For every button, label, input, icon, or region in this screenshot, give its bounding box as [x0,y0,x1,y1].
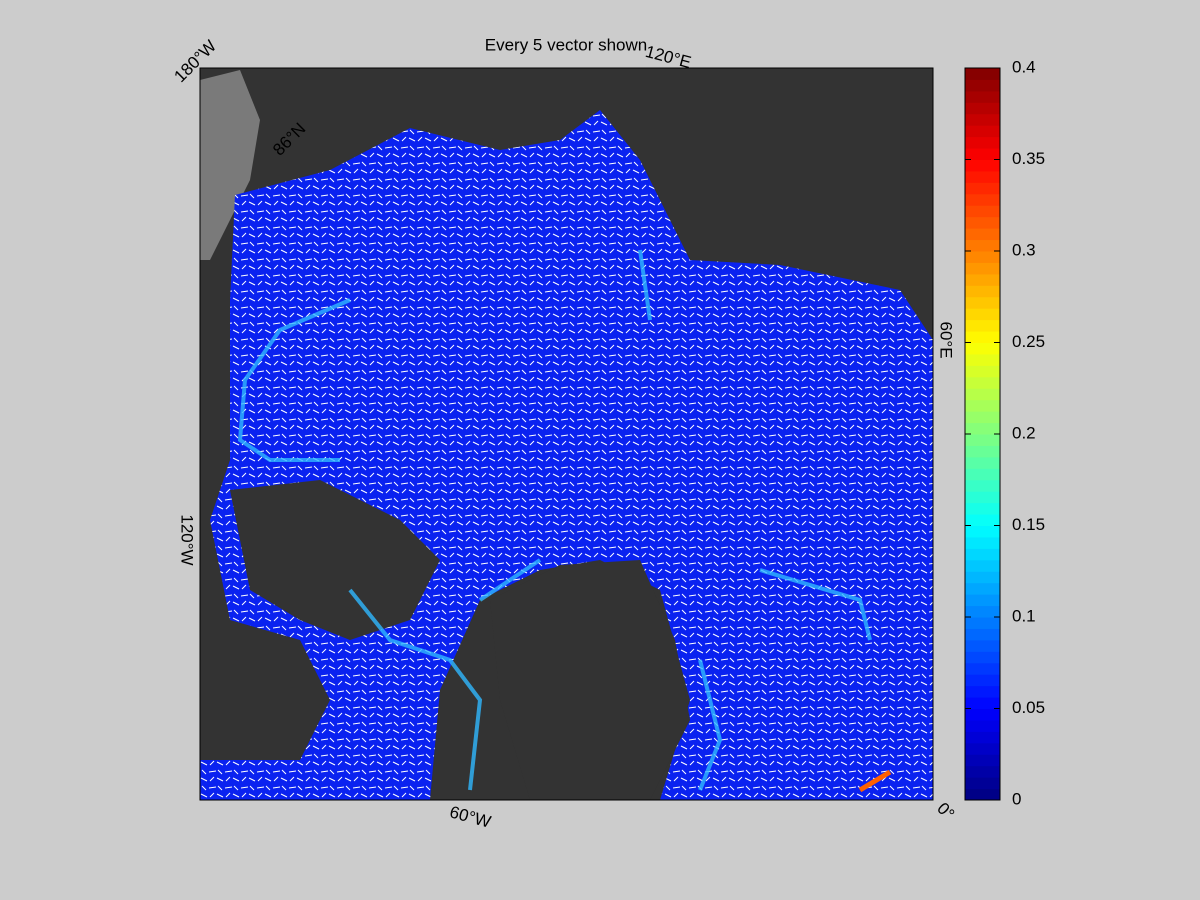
colorbar-segment [965,148,1000,160]
colorbar-segment [965,754,1000,767]
tick-label: 0.3 [1012,240,1036,259]
lon-label: 60°E [937,321,956,358]
colorbar-segment [965,170,1000,183]
colorbar-segment [965,79,1000,92]
colorbar-segment [965,468,1000,481]
tick-label: 0.25 [1012,332,1045,351]
colorbar-segment [965,456,1000,469]
colorbar-segment [965,182,1000,195]
colorbar-segment [965,514,1000,526]
colorbar-segment [965,228,1000,241]
colorbar-segment [965,628,1000,641]
lon-label: 120°W [178,514,197,565]
colorbar-segment [965,308,1000,321]
colorbar-segment [965,399,1000,412]
colorbar-segment [965,617,1000,629]
colorbar-segment [965,239,1000,252]
lon-label: 60°W [448,802,493,831]
colorbar-segment [965,113,1000,126]
colorbar-segment [965,159,1000,172]
colorbar-segment [965,251,1000,263]
colorbar-segment [965,731,1000,744]
tick-label: 0.05 [1012,698,1045,717]
colorbar-segment [965,376,1000,389]
colorbar-segment [965,742,1000,755]
colorbar-segment [965,502,1000,515]
colorbar-segment [965,331,1000,343]
colorbar-segment [965,525,1000,538]
tick-label: 0.2 [1012,423,1036,442]
colorbar-segment [965,788,1000,801]
colorbar-segment [965,765,1000,778]
colorbar-segment [965,777,1000,790]
colorbar-segment [965,411,1000,424]
colorbar-segment [965,365,1000,378]
colorbar-segment [965,262,1000,275]
tick-label: 0.15 [1012,515,1045,534]
colorbar-segment [965,674,1000,687]
colorbar-segment [965,296,1000,309]
colorbar-segment [965,388,1000,401]
colorbar-segment [965,491,1000,504]
colorbar-segment [965,342,1000,355]
colorbar-segment [965,479,1000,492]
colorbar-segment [965,136,1000,149]
colorbar-segment [965,205,1000,218]
colorbar-segment [965,273,1000,286]
current-lines [237,249,872,791]
current-hotspot [858,769,892,793]
tick-label: 0 [1012,789,1021,808]
colorbar-segment [965,651,1000,664]
colorbar-segment [965,605,1000,618]
colorbar-segment [965,434,1000,446]
colorbar-segment [965,422,1000,435]
greenland [490,560,690,800]
colorbar-segment [965,125,1000,138]
colorbar-segment [965,697,1000,709]
colorbar-segment [965,193,1000,206]
land-shade [200,70,260,260]
colorbar-segment [965,582,1000,595]
colorbar-segment [965,285,1000,298]
colorbar-segment [965,639,1000,652]
colorbar-segment [965,536,1000,549]
colorbar-segment [965,68,1000,80]
colorbar-segment [965,559,1000,572]
colorbar-segment [965,662,1000,675]
colorbar-segment [965,685,1000,698]
colorbar-segment [965,708,1000,721]
colorbar-segment [965,319,1000,332]
tick-label: 0.4 [1012,57,1036,76]
colorbar-segment [965,90,1000,103]
colorbar-segment [965,216,1000,229]
lon-label: 0° [933,799,958,824]
colorbar-segment [965,548,1000,561]
colorbar-segment [965,445,1000,458]
colorbar: 0 0.05 0.1 0.15 0.2 0.25 0.3 0.35 0.4 [964,57,1045,808]
archipelago [230,480,440,640]
colorbar-segment [965,719,1000,732]
map [200,68,933,800]
tick-label: 0.35 [1012,149,1045,168]
colorbar-segment [965,571,1000,584]
colorbar-segment [965,102,1000,115]
map-frame [199,67,934,801]
colorbar-segment [965,353,1000,366]
colorbar-segment [965,594,1000,607]
tick-label: 0.1 [1012,606,1036,625]
map-title: Every 5 vector shown [485,35,648,54]
